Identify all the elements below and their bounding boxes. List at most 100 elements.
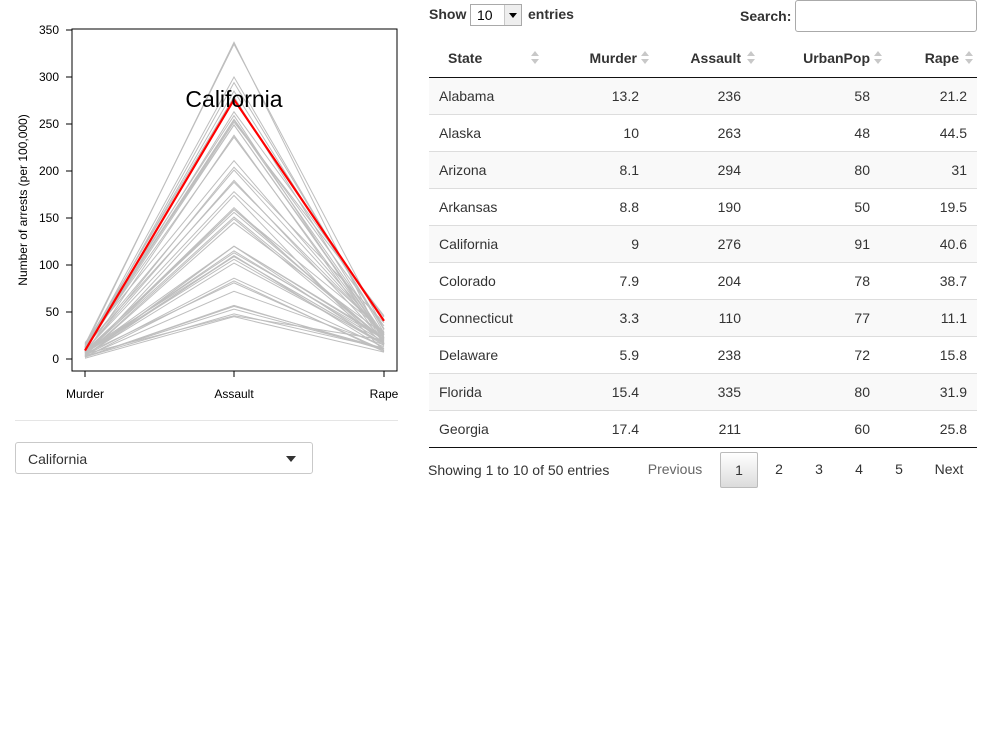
y-tick-label: 350 — [39, 23, 59, 37]
cell-assault: 211 — [652, 410, 758, 448]
col-header-murder[interactable]: Murder — [540, 38, 652, 78]
chevron-down-icon — [286, 456, 296, 462]
cell-state: Florida — [429, 373, 540, 411]
next-page-button[interactable]: Next — [934, 461, 964, 477]
cell-murder: 7.9 — [540, 262, 652, 300]
cell-murder: 8.1 — [540, 151, 652, 189]
y-tick-label: 250 — [39, 117, 59, 131]
cell-assault: 276 — [652, 225, 758, 263]
cell-murder: 5.9 — [540, 336, 652, 374]
cell-murder: 9 — [540, 225, 652, 263]
cell-state: Connecticut — [429, 299, 540, 337]
cell-rape: 25.8 — [887, 410, 977, 448]
cell-state: Colorado — [429, 262, 540, 300]
series-line — [84, 218, 385, 356]
col-header-label: UrbanPop — [803, 49, 870, 66]
dropdown-button — [504, 5, 521, 25]
arrests-table: State Murder Assault UrbanPop Rape Alaba… — [429, 38, 977, 448]
previous-page-button[interactable]: Previous — [647, 461, 703, 477]
highlighted-series-line — [84, 97, 385, 352]
cell-rape: 38.7 — [887, 262, 977, 300]
table-row: Arkansas 8.8 190 50 19.5 — [429, 188, 977, 226]
col-header-assault[interactable]: Assault — [652, 38, 758, 78]
page-3-button[interactable]: 3 — [815, 461, 823, 477]
cell-urbanpop: 77 — [758, 299, 887, 337]
cell-assault: 110 — [652, 299, 758, 337]
series-line — [84, 222, 385, 356]
series-line — [84, 282, 385, 355]
col-header-rape[interactable]: Rape — [887, 38, 977, 78]
table-row: Delaware 5.9 238 72 15.8 — [429, 336, 977, 374]
entries-per-page-select[interactable]: 10 — [470, 4, 522, 26]
cell-urbanpop: 91 — [758, 225, 887, 263]
sort-icon — [965, 51, 973, 65]
cell-state: Alaska — [429, 114, 540, 152]
cell-urbanpop: 72 — [758, 336, 887, 374]
cell-rape: 40.6 — [887, 225, 977, 263]
cell-murder: 3.3 — [540, 299, 652, 337]
series-line — [84, 166, 385, 352]
cell-murder: 8.8 — [540, 188, 652, 226]
search-input[interactable] — [795, 0, 977, 32]
highlighted-state-label: California — [185, 86, 282, 112]
col-header-label: Rape — [924, 49, 959, 66]
col-header-state[interactable]: State — [429, 38, 540, 78]
col-header-label: State — [448, 49, 483, 66]
cell-murder: 15.4 — [540, 373, 652, 411]
series-line — [84, 313, 385, 358]
cell-assault: 335 — [652, 373, 758, 411]
cell-assault: 238 — [652, 336, 758, 374]
table-header-row: State Murder Assault UrbanPop Rape — [429, 38, 977, 78]
arrests-plot: 0 50 100 150 200 250 300 350 Murder Assault Rape Nu… — [0, 0, 400, 408]
table-row: Alaska 10 263 48 44.5 — [429, 114, 977, 152]
col-header-label: Assault — [690, 49, 741, 66]
table-row: California 9 276 91 40.6 — [429, 225, 977, 263]
cell-rape: 31.9 — [887, 373, 977, 411]
page-2-button[interactable]: 2 — [775, 461, 783, 477]
series-line — [84, 255, 385, 354]
cell-assault: 190 — [652, 188, 758, 226]
table-row: Alabama 13.2 236 58 21.2 — [429, 77, 977, 115]
cell-state: Arkansas — [429, 188, 540, 226]
series-line — [84, 181, 385, 347]
cell-state: Alabama — [439, 88, 495, 104]
x-tick-label: Murder — [66, 387, 104, 401]
state-select[interactable]: California — [15, 442, 313, 474]
table-row: Arizona 8.1 294 80 31 — [429, 151, 977, 189]
chevron-down-icon — [509, 13, 517, 18]
col-header-label: Murder — [589, 49, 637, 66]
sort-icon — [874, 51, 882, 65]
series-line — [84, 245, 385, 357]
cell-urbanpop: 48 — [758, 114, 887, 152]
table-info: Showing 1 to 10 of 50 entries — [428, 462, 610, 478]
cell-state: Georgia — [429, 410, 540, 448]
page-4-button[interactable]: 4 — [855, 461, 863, 477]
page-1-button[interactable]: 1 — [720, 452, 758, 488]
cell-urbanpop: 60 — [758, 410, 887, 448]
series-line — [84, 136, 385, 347]
page-5-button[interactable]: 5 — [895, 461, 903, 477]
y-tick-label: 150 — [39, 211, 59, 225]
series-line — [84, 308, 385, 358]
series-line — [84, 208, 385, 355]
col-header-urbanpop[interactable]: UrbanPop — [758, 38, 887, 78]
cell-assault: 263 — [652, 114, 758, 152]
cell-urbanpop: 58 — [854, 88, 870, 104]
cell-murder: 17.4 — [540, 410, 652, 448]
series-line — [84, 159, 385, 343]
state-select-value: California — [28, 451, 88, 467]
table-row: Colorado 7.9 204 78 38.7 — [429, 262, 977, 300]
cell-urbanpop: 78 — [758, 262, 887, 300]
cell-urbanpop: 80 — [758, 373, 887, 411]
y-axis-title: Number of arrests (per 100,000) — [16, 114, 30, 285]
cell-rape: 15.8 — [887, 336, 977, 374]
y-tick-label: 0 — [52, 352, 59, 366]
cell-rape: 19.5 — [887, 188, 977, 226]
x-tick-label: Assault — [214, 387, 254, 401]
series-line — [84, 258, 385, 354]
table-row: Florida 15.4 335 80 31.9 — [429, 373, 977, 411]
series-line — [84, 190, 385, 351]
cell-rape: 44.5 — [887, 114, 977, 152]
series-line — [84, 255, 385, 357]
x-tick-label: Rape — [370, 387, 399, 401]
